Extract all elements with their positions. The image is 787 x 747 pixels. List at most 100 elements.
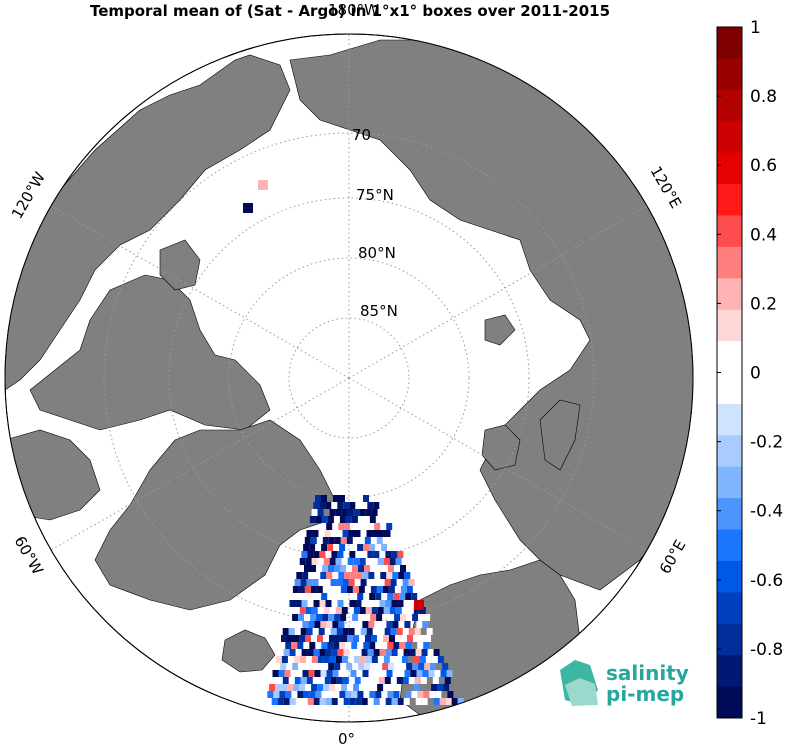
data-cell [302, 670, 309, 677]
data-cell [423, 642, 430, 649]
data-cell [379, 600, 386, 607]
data-cell [323, 684, 330, 691]
data-cell [445, 698, 452, 705]
data-cell [322, 565, 328, 572]
data-cell [357, 642, 364, 649]
data-cell [431, 684, 438, 691]
data-cell [419, 635, 425, 642]
data-cell [297, 642, 304, 649]
data-cell [359, 607, 366, 614]
data-cell [322, 614, 329, 621]
data-cell [432, 677, 439, 684]
data-cell [346, 586, 353, 593]
data-cell [384, 579, 391, 586]
data-cell [350, 523, 357, 530]
data-cell [362, 621, 369, 628]
data-cell [301, 600, 308, 607]
data-cell [304, 614, 311, 621]
data-cell [334, 663, 341, 670]
data-cell [392, 670, 399, 677]
data-cell [339, 495, 345, 502]
data-cell [326, 670, 333, 677]
data-cell [314, 621, 321, 628]
data-cell [351, 495, 357, 502]
data-cell [337, 600, 344, 607]
data-cell [437, 684, 444, 691]
data-cell [326, 523, 333, 530]
data-cell [367, 551, 374, 558]
data-cell [358, 663, 365, 670]
data-cell [292, 663, 299, 670]
data-cell [337, 649, 344, 656]
data-cell [401, 656, 408, 663]
data-cell [384, 677, 391, 684]
data-cell [417, 691, 424, 698]
data-cell [275, 656, 282, 663]
data-cell [304, 565, 310, 572]
colorbar-tick-label: -0.2 [750, 433, 783, 453]
data-cell [395, 684, 402, 691]
data-cell [374, 523, 381, 530]
colorbar-swatch [717, 560, 742, 593]
data-cell [327, 642, 334, 649]
data-cell [377, 607, 384, 614]
data-cell [324, 530, 331, 537]
data-cell [390, 628, 397, 635]
data-cell [392, 621, 399, 628]
data-cell [389, 607, 396, 614]
data-cell [311, 607, 318, 614]
data-cell [439, 698, 446, 705]
data-cell [362, 572, 369, 579]
data-cell [387, 691, 394, 698]
data-cell [321, 642, 328, 649]
data-cell [311, 635, 317, 642]
data-cell [265, 698, 272, 705]
data-cell [281, 635, 287, 642]
data-cell [394, 614, 401, 621]
data-cell [415, 698, 422, 705]
meridian-120w [50, 205, 350, 379]
data-cell [371, 635, 377, 642]
data-cell [370, 663, 377, 670]
data-cell [365, 635, 371, 642]
data-cell [315, 691, 322, 698]
data-cell [433, 649, 440, 656]
data-cell [341, 684, 348, 691]
data-cell [335, 656, 342, 663]
data-cell [387, 544, 394, 551]
data-cell [298, 586, 305, 593]
data-cell [359, 656, 366, 663]
data-cell [293, 607, 300, 614]
map-title: Temporal mean of (Sat - Argo) in 1°x1° b… [89, 2, 611, 20]
data-cell [394, 663, 401, 670]
data-cell [391, 600, 398, 607]
data-cell [323, 558, 330, 565]
data-cell [289, 649, 296, 656]
data-cell [335, 684, 342, 691]
data-cell [357, 544, 364, 551]
colorbar-tick-label: 0.2 [750, 294, 777, 314]
data-cell [335, 509, 342, 516]
data-cell [305, 607, 312, 614]
data-cell [368, 572, 375, 579]
data-cell [393, 593, 400, 600]
colorbar-swatch [717, 341, 742, 373]
data-cell [269, 684, 276, 691]
data-cell [377, 558, 384, 565]
data-cell [388, 537, 395, 544]
data-cell [318, 530, 325, 537]
data-cell [272, 670, 279, 677]
data-cell [337, 551, 344, 558]
land-novaya-zemlya [539, 399, 581, 471]
data-cell [404, 621, 411, 628]
colorbar-swatches [717, 27, 742, 719]
data-cell [375, 516, 382, 523]
data-cell [328, 614, 335, 621]
data-cell [384, 530, 391, 537]
data-cell [393, 691, 400, 698]
data-cell [353, 635, 359, 642]
data-cell [338, 621, 345, 628]
colorbar-tick-label: -0.4 [750, 502, 783, 522]
data-cell [329, 509, 336, 516]
data-cell [334, 614, 341, 621]
